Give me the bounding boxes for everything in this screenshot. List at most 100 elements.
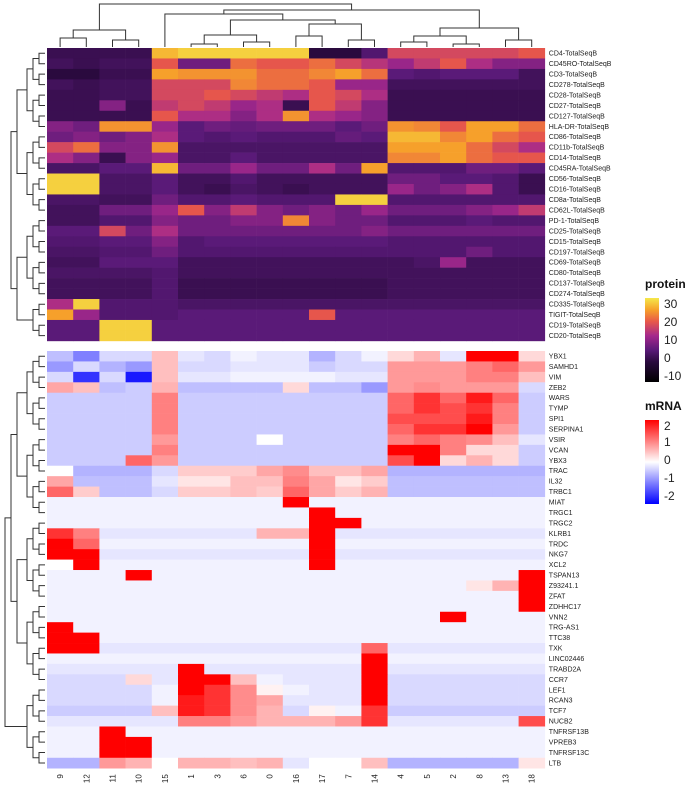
mrna-cell [466,747,493,759]
row-label: CD127-TotalSeqB [549,113,605,120]
protein-cell [309,309,336,321]
mrna-cell [230,757,257,769]
mrna-cell [309,653,336,665]
protein-cell [335,110,362,122]
mrna-cell [230,528,257,540]
mrna-cell [99,444,126,456]
row-label: TRDC [549,541,568,548]
protein-cell [125,142,153,153]
mrna-cell [47,392,74,404]
protein-cell [256,121,284,132]
mrna-cell [73,570,100,581]
mrna-cell [492,663,519,675]
column-labels: 9 12 11 10 15 1 3 6 0 16 17 7 14 4 5 2 8 13 18 [56,774,537,783]
mrna-cell [151,465,179,477]
mrna-cell [518,570,546,581]
protein-cell [413,163,441,174]
protein-cell [125,89,153,101]
mrna-cell [125,726,153,738]
mrna-cell [413,716,441,727]
mrna-cell [309,570,336,581]
protein-cell [335,257,362,268]
mrna-cell [466,705,493,717]
column-label: 17 [318,774,327,783]
protein-cell [335,100,362,112]
protein-cell [99,204,126,216]
mrna-cell [178,549,205,560]
mrna-row-labels: YBX1 SAMHD1 VIM ZEB2 WARS TYMP SPI1 SERPINA1 VSI… [549,354,589,768]
mrna-cell [413,695,441,706]
mrna-cell [361,444,388,456]
mrna-cell [256,392,284,404]
protein-cell [230,257,257,268]
protein-cell [440,267,467,279]
mrna-cell [440,601,467,613]
mrna-cell [440,653,467,665]
protein-cell [99,48,126,59]
mrna-cell [518,643,546,654]
mrna-cell [151,371,179,383]
protein-cell [440,288,467,300]
protein-cell [178,288,205,300]
mrna-cell [47,507,74,519]
protein-cell [73,288,100,300]
mrna-cell [440,695,467,706]
mrna-cell [466,382,493,394]
protein-cell [47,215,74,227]
protein-cell [204,246,231,258]
mrna-cell [413,757,441,769]
mrna-cell [256,747,284,759]
mrna-cell [309,465,336,477]
mrna-cell [413,705,441,717]
row-label: TCF7 [549,708,567,715]
protein-cell [282,215,310,227]
mrna-cell [335,361,362,373]
mrna-cell [335,382,362,394]
mrna-cell [387,674,415,686]
mrna-cell [47,590,74,602]
protein-cell [518,68,546,80]
mrna-cell [413,424,441,435]
protein-cell [73,163,100,174]
mrna-cell [335,424,362,435]
mrna-cell [335,455,362,467]
row-label: CD137-TotalSeqB [549,281,605,288]
protein-cell [361,79,388,91]
mrna-cell [361,465,388,477]
mrna-cell [230,392,257,404]
mrna-cell [178,528,205,540]
protein-cell [47,278,74,289]
mrna-cell [178,747,205,759]
protein-cell [440,204,467,216]
mrna-cell [125,663,153,675]
protein-cell [151,204,179,216]
protein-cell [151,288,179,300]
mrna-cell [282,601,310,613]
protein-cell [99,163,126,174]
mrna-cell [335,601,362,613]
mrna-cell [73,517,100,529]
row-label: CD69-TotalSeqB [549,260,601,267]
mrna-cell [256,611,284,623]
protein-cell [361,131,388,143]
row-label: ZFAT [549,593,566,600]
mrna-cell [440,371,467,383]
mrna-cell [413,736,441,748]
protein-cell [466,330,493,342]
protein-cell [204,48,231,59]
mrna-cell [178,726,205,738]
protein-cell [466,267,493,279]
protein-cell [413,58,441,70]
mrna-cell [335,403,362,414]
mrna-cell [440,716,467,727]
mrna-cell [309,611,336,623]
protein-cell [518,267,546,279]
mrna-cell [387,455,415,467]
mrna-cell [256,622,284,633]
protein-cell [73,68,100,80]
mrna-cell [518,486,546,498]
protein-cell [178,163,205,174]
mrna-cell [387,705,415,717]
mrna-cell [361,601,388,613]
mrna-cell [178,538,205,550]
